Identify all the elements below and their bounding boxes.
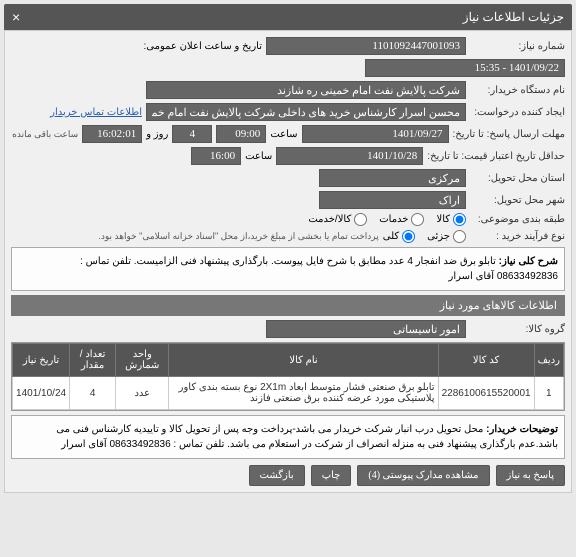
unit-radio-group: کالا خدمات کالا/خدمت xyxy=(308,213,466,226)
goods-table: ردیف کد کالا نام کالا واحد شمارش تعداد /… xyxy=(12,343,564,410)
td-date: 1401/10/24 xyxy=(13,377,70,410)
th-name: نام کالا xyxy=(169,344,438,377)
countdown-suffix: ساعت باقی مانده xyxy=(12,129,78,140)
unit-radio-service-input[interactable] xyxy=(411,213,424,226)
td-unit: عدد xyxy=(116,377,169,410)
deadline-date-field[interactable] xyxy=(302,125,449,143)
validity-date-field[interactable] xyxy=(276,147,423,165)
need-number-label: شماره نیاز: xyxy=(470,41,565,52)
creator-label: ایجاد کننده درخواست: xyxy=(470,107,565,118)
buyer-name-label: نام دستگاه خریدار: xyxy=(470,85,565,96)
need-number-field[interactable] xyxy=(266,37,466,55)
desc-title-text: تابلو برق ضد انفجار 4 عدد مطابق با شرح ف… xyxy=(80,256,558,282)
print-button[interactable]: چاپ xyxy=(311,465,352,486)
goods-table-container: ردیف کد کالا نام کالا واحد شمارش تعداد /… xyxy=(11,342,565,411)
respond-button[interactable]: پاسخ به نیاز xyxy=(496,465,566,486)
deadline-hour-label: ساعت xyxy=(270,129,297,140)
validity-label: حداقل تاریخ اعتبار قیمت: تا تاریخ: xyxy=(427,151,565,162)
city-label: شهر محل تحویل: xyxy=(470,195,565,206)
main-panel: شماره نیاز: تاریخ و ساعت اعلان عمومی: نا… xyxy=(4,30,572,493)
td-row: 1 xyxy=(534,377,563,410)
province-field[interactable] xyxy=(319,169,466,187)
td-code: 2286100615520001 xyxy=(438,377,534,410)
th-row: ردیف xyxy=(534,344,563,377)
days-left-field[interactable] xyxy=(172,125,212,143)
unit-radio-goods-input[interactable] xyxy=(453,213,466,226)
purchase-radio-partial[interactable]: جزئی xyxy=(427,230,466,243)
goods-section-title: اطلاعات کالاهای مورد نیاز xyxy=(11,295,565,316)
unit-radio-goods[interactable]: کالا xyxy=(436,213,466,226)
purchase-radio-full[interactable]: کلی xyxy=(383,230,415,243)
unit-radio-both[interactable]: کالا/خدمت xyxy=(308,213,367,226)
countdown-field[interactable] xyxy=(82,125,142,143)
unit-label: طبقه بندی موضوعی: xyxy=(470,214,565,225)
window-title: جزئیات اطلاعات نیاز xyxy=(463,10,564,24)
back-button[interactable]: بازگشت xyxy=(249,465,305,486)
th-code: کد کالا xyxy=(438,344,534,377)
explain-box: توضیحات خریدار: محل تحویل درب انبار شرکت… xyxy=(11,415,565,459)
province-label: استان محل تحویل: xyxy=(470,173,565,184)
purchase-label: نوع فرآیند خرید : xyxy=(470,231,565,242)
deadline-label: مهلت ارسال پاسخ: تا تاریخ: xyxy=(453,129,565,140)
deadline-hour-field[interactable] xyxy=(216,125,266,143)
purchase-radio-full-input[interactable] xyxy=(402,230,415,243)
purchase-note: پرداخت تمام یا بخشی از مبلغ خرید،از محل … xyxy=(98,231,378,242)
close-icon[interactable]: × xyxy=(12,9,20,25)
explain-text: محل تحویل درب انبار شرکت خریدار می باشد-… xyxy=(56,424,558,450)
desc-title-label: شرح کلی نیاز: xyxy=(499,256,558,267)
attachments-button[interactable]: مشاهده مدارک پیوستی (4) xyxy=(357,465,489,486)
th-unit: واحد شمارش xyxy=(116,344,169,377)
goods-group-label: گروه کالا: xyxy=(470,324,565,335)
button-row: پاسخ به نیاز مشاهده مدارک پیوستی (4) چاپ… xyxy=(11,465,565,486)
table-row[interactable]: 1 2286100615520001 تابلو برق صنعتی فشار … xyxy=(13,377,564,410)
creator-field[interactable] xyxy=(146,103,466,121)
unit-radio-both-input[interactable] xyxy=(354,213,367,226)
goods-group-field[interactable] xyxy=(266,320,466,338)
description-box: شرح کلی نیاز: تابلو برق ضد انفجار 4 عدد … xyxy=(11,247,565,291)
explain-label: توضیحات خریدار: xyxy=(486,424,558,435)
purchase-radio-partial-input[interactable] xyxy=(453,230,466,243)
window-titlebar: جزئیات اطلاعات نیاز × xyxy=(4,4,572,30)
city-field[interactable] xyxy=(319,191,466,209)
th-qty: تعداد / مقدار xyxy=(70,344,116,377)
validity-hour-field[interactable] xyxy=(191,147,241,165)
th-date: تاریخ نیاز xyxy=(13,344,70,377)
purchase-radio-group: جزئی کلی xyxy=(383,230,466,243)
unit-radio-service[interactable]: خدمات xyxy=(379,213,424,226)
announce-date-field[interactable] xyxy=(365,59,565,77)
buyer-name-field[interactable] xyxy=(146,81,466,99)
days-left-label: روز و xyxy=(146,129,168,140)
announce-date-label: تاریخ و ساعت اعلان عمومی: xyxy=(144,41,263,52)
validity-hour-label: ساعت xyxy=(245,151,272,162)
contact-link[interactable]: اطلاعات تماس خریدار xyxy=(50,107,142,118)
td-qty: 4 xyxy=(70,377,116,410)
td-name: تابلو برق صنعتی فشار متوسط ابعاد 2X1m نو… xyxy=(169,377,438,410)
